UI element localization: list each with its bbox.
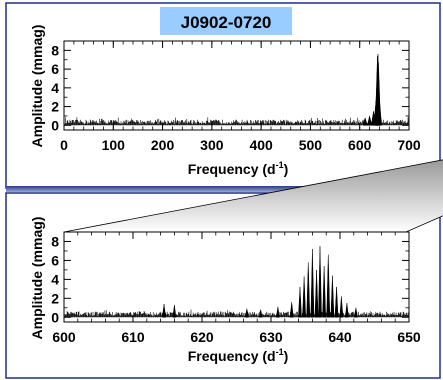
top-x-axis-label-sup: -1 [276, 160, 284, 170]
top-x-tick-label: 400 [249, 137, 273, 153]
top-y-tick-label: 8 [51, 42, 59, 58]
bottom-peak [289, 302, 294, 318]
top-spectrum-series [64, 54, 409, 126]
top-x-tick-label: 0 [60, 137, 68, 153]
bottom-peak [318, 246, 322, 318]
bottom-peak [258, 309, 263, 318]
bottom-spectrum-series [64, 246, 409, 318]
bottom-x-tick-label: 610 [121, 329, 145, 345]
top-x-tick-label: 600 [348, 137, 372, 153]
bottom-peak [310, 249, 315, 318]
bottom-peak [326, 254, 331, 318]
top-plot-area [63, 40, 410, 131]
bottom-peak [172, 304, 177, 318]
bottom-peak [339, 296, 344, 318]
bottom-peak [298, 286, 302, 318]
bottom-x-axis-label: Frequency (d-1) [188, 347, 289, 364]
bottom-peak [330, 275, 335, 318]
bottom-peak [244, 308, 249, 318]
bottom-plot: 600 610 620 630 640 650 0 2 4 6 8 Amplitude (mmag)… [29, 217, 421, 364]
bottom-x-tick-label: 640 [328, 329, 352, 345]
top-x-tick-label: 700 [397, 137, 421, 153]
bottom-peak [162, 303, 166, 318]
bottom-plot-area [63, 231, 410, 323]
panel-separator [6, 186, 440, 192]
title-box [160, 7, 292, 35]
top-x-tick-label: 200 [151, 137, 175, 153]
top-x-tick-label: 300 [200, 137, 224, 153]
top-peak [376, 99, 382, 126]
bottom-x-tick-label: 650 [397, 329, 421, 345]
chart-title: J0902-0720 [181, 13, 272, 32]
top-x-tick-label: 100 [102, 137, 126, 153]
top-peak [367, 115, 373, 126]
bottom-y-tick-label: 2 [51, 290, 59, 306]
top-y-tick-label: 0 [51, 117, 59, 133]
bottom-y-tick-label: 4 [51, 271, 59, 287]
bottom-peak [302, 276, 306, 318]
bottom-y-tick-label: 8 [51, 233, 59, 249]
bottom-x-tick-label: 630 [259, 329, 283, 345]
top-x-tick-label: 500 [299, 137, 323, 153]
bottom-x-axis-label-close: ) [284, 348, 289, 364]
bottom-x-axis-label-sup: -1 [276, 347, 284, 357]
bottom-y-axis-label: Amplitude (mmag) [29, 217, 45, 340]
bottom-axes: 600 610 620 630 640 650 0 2 4 6 8 [51, 232, 421, 345]
bottom-y-tick-label: 6 [51, 252, 59, 268]
top-x-axis-label-close: ) [284, 161, 289, 177]
bottom-peak [314, 269, 319, 318]
bottom-peak [334, 286, 339, 318]
top-peak [362, 116, 368, 126]
top-plot: 0 100 200 300 400 500 600 700 0 2 4 6 8 Amplitude (m… [29, 25, 421, 177]
top-x-axis-label: Frequency (d-1) [188, 160, 289, 177]
top-y-tick-label: 6 [51, 61, 59, 77]
top-axes: 0 100 200 300 400 500 600 700 0 2 4 6 8 [51, 41, 421, 153]
bottom-x-tick-label: 620 [190, 329, 214, 345]
bottom-peak [345, 303, 349, 318]
bottom-peak [276, 306, 280, 318]
bottom-y-tick-label: 0 [51, 309, 59, 325]
bottom-peak [353, 307, 358, 318]
top-y-axis-label: Amplitude (mmag) [29, 25, 45, 148]
top-y-tick-label: 4 [51, 80, 59, 96]
top-x-axis-label-main: Frequency (d [188, 161, 276, 177]
top-y-tick-label: 2 [51, 99, 59, 115]
bottom-x-axis-label-main: Frequency (d [188, 348, 276, 364]
bottom-peak [306, 262, 311, 318]
bottom-peak [322, 266, 326, 318]
bottom-x-tick-label: 600 [52, 329, 76, 345]
